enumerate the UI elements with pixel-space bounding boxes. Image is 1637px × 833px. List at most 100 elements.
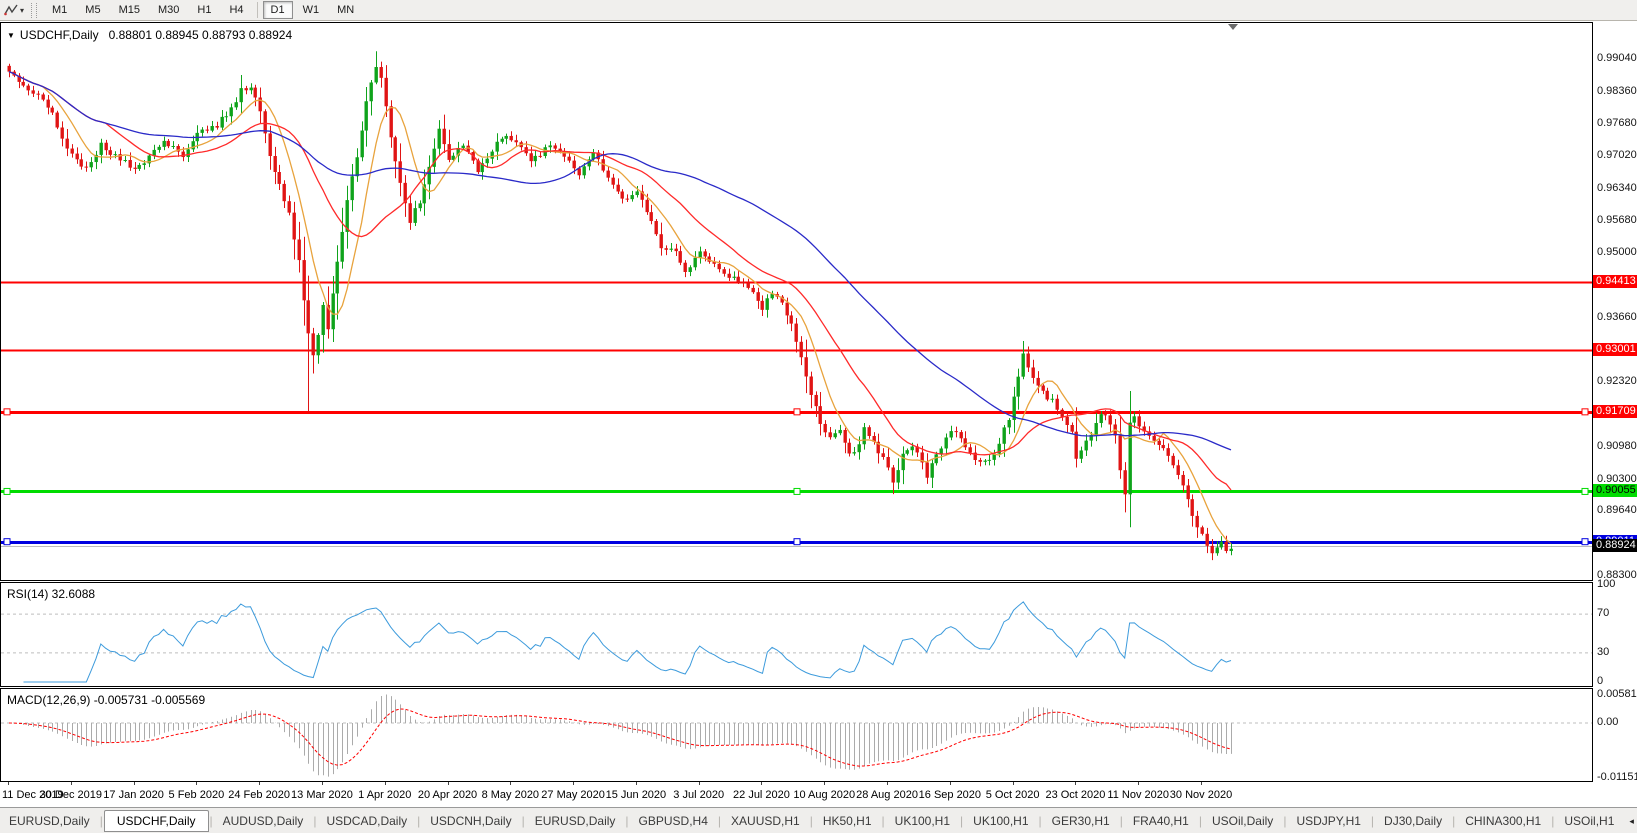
tab-separator: |: [99, 814, 103, 828]
current-price-box: 0.88924: [1593, 538, 1637, 552]
symbol-tab-ger30-11[interactable]: GER30,H1: [1051, 814, 1110, 828]
macd-chart-canvas[interactable]: [1, 689, 1592, 781]
date-label: 22 Jul 2020: [733, 789, 790, 801]
symbol-tab-xauusd-7[interactable]: XAUUSD,H1: [731, 814, 800, 828]
axis-tick-label: 0.97020: [1597, 149, 1637, 162]
axis-tick-label: 0.97680: [1597, 117, 1637, 130]
timeframe-button-m15[interactable]: M15: [118, 4, 140, 16]
date-label: 24 Feb 2020: [228, 789, 291, 801]
symbol-tab-uk100-9[interactable]: UK100,H1: [894, 814, 951, 828]
symbol-tab-audusd-2[interactable]: AUDUSD,Daily: [222, 814, 304, 828]
symbol-tab-usdchf-1[interactable]: USDCHF,Daily: [103, 810, 209, 832]
symbol-tab-dj30-15[interactable]: DJ30,Daily: [1384, 814, 1443, 828]
candles[interactable]: [7, 51, 1233, 561]
timeframe-button-m5[interactable]: M5: [85, 4, 101, 16]
date-tick: [448, 782, 449, 785]
tab-separator: |: [417, 814, 421, 828]
line-handle[interactable]: [793, 487, 801, 495]
date-tick: [573, 782, 574, 785]
tab-separator: |: [1283, 814, 1287, 828]
axis-tick-label: 0.99040: [1597, 52, 1637, 64]
chart-ohlc-values: 0.88801 0.88945 0.88793 0.88924: [108, 28, 293, 42]
date-tick: [761, 782, 762, 785]
axis-tick-label: 0.90300: [1597, 472, 1637, 485]
line-handle[interactable]: [3, 408, 11, 416]
date-label: 5 Oct 2020: [985, 789, 1040, 801]
timeframe-button-h1[interactable]: H1: [197, 4, 212, 16]
date-label: 30 Nov 2020: [1169, 789, 1233, 801]
axis-tick-label: 100: [1597, 578, 1616, 590]
main-chart-panel[interactable]: ▼ USDCHF,Daily 0.88801 0.88945 0.88793 0…: [0, 22, 1593, 581]
toolbar-grip[interactable]: [31, 2, 38, 18]
axis-tick-label: -0.011514: [1597, 771, 1637, 784]
tab-separator: |: [717, 814, 722, 828]
symbol-tab-usoil-13[interactable]: USOil,Daily: [1211, 814, 1274, 828]
chart-collapse-icon[interactable]: ▼: [7, 30, 15, 40]
timeframe-button-mn[interactable]: MN: [337, 4, 355, 16]
symbol-tab-usdjpy-14[interactable]: USDJPY,H1: [1296, 814, 1361, 828]
line-price-box: 0.91709: [1593, 404, 1637, 418]
axis-tick-label: 30: [1597, 645, 1610, 658]
symbol-tab-usoil-17[interactable]: USOil,H1: [1564, 814, 1615, 828]
ma-55-line[interactable]: [8, 70, 1232, 451]
tool-dropdown-caret-icon[interactable]: ▾: [20, 5, 25, 15]
line-handle[interactable]: [1581, 408, 1589, 416]
symbol-tab-eurusd-0[interactable]: EURUSD,Daily: [9, 814, 90, 828]
date-label: 17 Jan 2020: [103, 789, 164, 801]
date-label: 1 Apr 2020: [358, 789, 412, 801]
symbol-tab-usdcad-3[interactable]: USDCAD,Daily: [326, 814, 408, 828]
tab-separator: |: [1119, 814, 1123, 828]
macd-panel[interactable]: MACD(12,26,9) -0.005731 -0.005569: [0, 688, 1593, 782]
line-handle[interactable]: [1581, 538, 1589, 546]
symbol-tab-fra40-12[interactable]: FRA40,H1: [1132, 814, 1189, 828]
date-axis: 11 Dec 2019 30 Dec 2019 17 Jan 2020 5 Feb 2…: [0, 782, 1593, 807]
line-studies-icon[interactable]: [3, 2, 19, 18]
candlestick-chart-canvas[interactable]: [1, 23, 1592, 580]
timeframe-button-m30[interactable]: M30: [157, 4, 180, 16]
ma-21-line[interactable]: [8, 70, 1232, 491]
symbol-tab-uk100-10[interactable]: UK100,H1: [973, 814, 1029, 828]
timeframe-button-m1[interactable]: M1: [52, 4, 68, 16]
timeframe-button-h4[interactable]: H4: [229, 4, 244, 16]
line-handle[interactable]: [793, 408, 801, 416]
symbol-tab-usdcnh-4[interactable]: USDCNH,Daily: [430, 814, 512, 828]
shift-marker-icon: [1228, 24, 1238, 30]
line-handle[interactable]: [1581, 487, 1589, 495]
date-label: 5 Feb 2020: [168, 789, 225, 801]
line-handle[interactable]: [3, 487, 11, 495]
date-tick: [196, 782, 197, 785]
axis-tick-label: 0.93660: [1597, 310, 1637, 323]
macd-histogram: [14, 694, 1232, 777]
date-tick: [1138, 782, 1139, 785]
line-handle[interactable]: [793, 538, 801, 546]
tabs-scroll-left-icon[interactable]: ◂: [1629, 815, 1634, 826]
rsi-panel[interactable]: RSI(14) 32.6088: [0, 582, 1593, 687]
timeframe-button-w1[interactable]: W1: [302, 4, 320, 16]
symbol-tab-china300-16[interactable]: CHINA300,H1: [1465, 814, 1542, 828]
date-tick: [8, 782, 9, 785]
date-tick: [510, 782, 511, 785]
date-label: 23 Oct 2020: [1045, 789, 1106, 801]
rsi-chart-canvas[interactable]: [1, 583, 1592, 686]
date-tick: [322, 782, 323, 785]
axis-tick-label: 0.98360: [1597, 84, 1637, 97]
date-tick: [259, 782, 260, 785]
date-label: 27 May 2020: [541, 789, 605, 801]
date-label: 3 Jul 2020: [673, 789, 725, 801]
axis-tick-label: 0.88300: [1597, 568, 1637, 581]
symbol-tab-hk50-8[interactable]: HK50,H1: [822, 814, 872, 828]
timeframe-toolbar: ▾ M1 M5 M15 M30 H1 H4 D1 W1 MN: [0, 0, 1637, 21]
date-label: 16 Sep 2020: [918, 789, 982, 801]
date-tick: [824, 782, 825, 785]
symbol-tab-gbpusd-6[interactable]: GBPUSD,H4: [638, 814, 708, 828]
tab-separator: |: [521, 814, 525, 828]
date-label: 13 Mar 2020: [291, 789, 353, 801]
symbol-tab-eurusd-5[interactable]: EURUSD,Daily: [534, 814, 616, 828]
line-price-box: 0.94413: [1593, 274, 1637, 288]
timeframe-button-d1[interactable]: D1: [262, 1, 293, 19]
rsi-line: [23, 601, 1232, 683]
date-label: 28 Aug 2020: [856, 789, 918, 801]
ma-8-line[interactable]: [8, 70, 1232, 545]
line-handle[interactable]: [3, 538, 11, 546]
